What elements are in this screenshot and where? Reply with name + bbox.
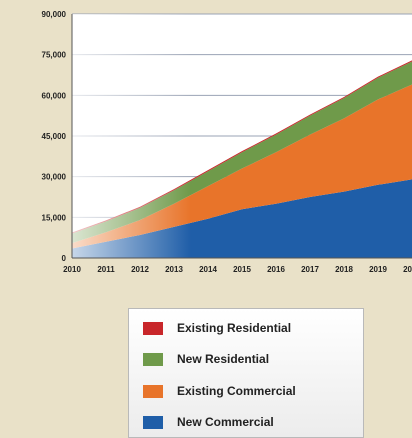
legend-swatch-existing-commercial [143,384,163,398]
stacked-area-chart: 0 15,000 30,000 45,000 60,000 75,000 90,000 201… [42,10,412,274]
x-tick-label: 2019 [369,265,387,274]
x-tick-label: 2011 [97,265,115,274]
legend-swatch-new-commercial [143,415,163,429]
y-tick-label: 15,000 [42,213,67,222]
x-tick-label: 2014 [199,265,217,274]
legend-item-new-commercial: New Commercial [143,415,274,429]
x-tick-label: 2017 [301,265,319,274]
x-tick-label: 2010 [63,265,81,274]
legend-swatch-existing-residential [143,321,163,335]
y-tick-label: 90,000 [42,10,67,19]
legend-label-new-residential: New Residential [177,352,270,366]
legend-label-existing-commercial: Existing Commercial [177,384,296,398]
legend-item-existing-residential: Existing Residential [143,321,291,335]
x-tick-label: 2012 [131,265,149,274]
legend-swatch-new-residential [143,352,163,366]
x-tick-label: 2018 [335,265,353,274]
legend: Existing Residential New Residential Exi… [128,308,364,438]
x-tick-label: 2020 [403,265,412,274]
y-tick-label: 30,000 [42,173,67,182]
y-tick-label: 60,000 [42,91,67,100]
legend-item-new-residential: New Residential [143,352,269,366]
x-tick-label: 2015 [233,265,251,274]
x-tick-label: 2016 [267,265,285,274]
legend-item-existing-commercial: Existing Commercial [143,384,296,398]
y-tick-label: 75,000 [42,51,67,60]
legend-label-new-commercial: New Commercial [177,415,274,429]
x-tick-label: 2013 [165,265,183,274]
fade-overlay [72,14,412,258]
legend-label-existing-residential: Existing Residential [177,321,292,335]
y-tick-label: 0 [62,254,67,263]
y-tick-label: 45,000 [42,132,67,141]
